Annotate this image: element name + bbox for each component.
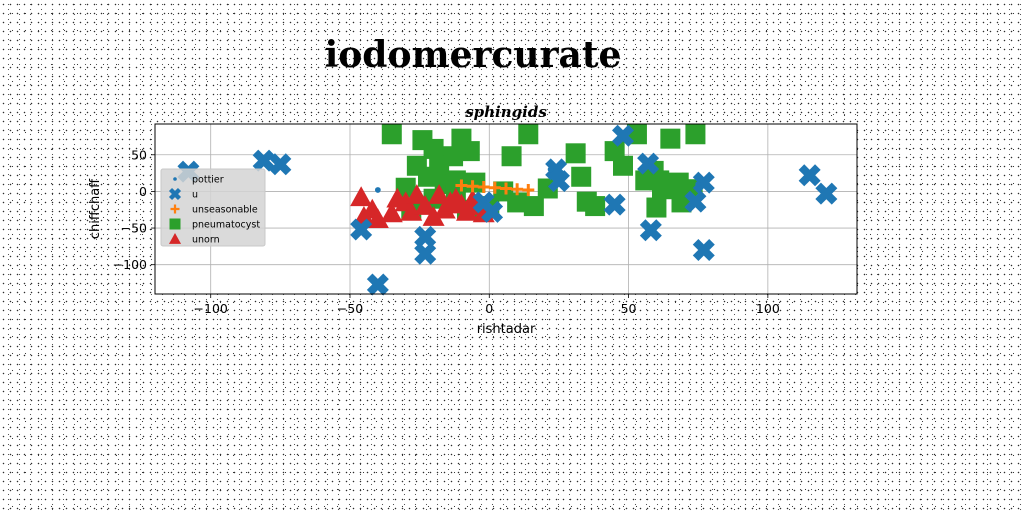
data-point — [798, 164, 821, 187]
x-tick-label: 0 — [485, 301, 493, 316]
series-u — [177, 124, 838, 296]
data-point — [456, 200, 478, 221]
legend-marker — [173, 177, 177, 181]
data-point — [692, 239, 715, 262]
data-point — [613, 155, 633, 176]
x-tick-label: −100 — [194, 301, 228, 316]
data-point — [815, 182, 838, 205]
data-point — [547, 170, 570, 193]
figure-title: iodomercurate — [325, 34, 622, 76]
data-point — [422, 206, 445, 226]
data-point — [488, 181, 501, 194]
data-point — [695, 181, 702, 187]
data-point — [374, 187, 381, 193]
data-point — [481, 200, 504, 223]
data-point — [414, 225, 437, 248]
data-point — [366, 208, 389, 229]
data-point — [685, 124, 706, 145]
data-point — [571, 166, 592, 187]
data-point — [269, 153, 292, 176]
legend-item: unseasonable — [170, 204, 258, 216]
legend-marker — [170, 204, 180, 214]
data-point — [617, 137, 624, 144]
data-point — [400, 200, 423, 221]
legend-item: pottier — [173, 175, 224, 186]
legend: pottier u unseasonable pneumatocyst unorn — [160, 168, 266, 247]
data-point — [418, 166, 438, 187]
y-axis-label: chiffchaff — [88, 178, 103, 239]
data-point — [646, 197, 667, 218]
data-point — [350, 186, 373, 207]
data-point — [466, 180, 479, 193]
data-point — [647, 159, 654, 165]
data-point — [523, 196, 544, 217]
series-unorn — [350, 184, 498, 229]
data-layer — [177, 124, 838, 296]
data-point — [366, 273, 389, 296]
data-point — [423, 138, 444, 159]
x-tick-label: 50 — [621, 301, 637, 316]
data-point — [565, 143, 586, 164]
data-point — [263, 159, 270, 165]
y-tick-label: 50 — [131, 147, 147, 162]
legend-item: u — [168, 187, 198, 201]
data-point — [637, 152, 660, 175]
data-point — [405, 184, 428, 204]
data-point — [252, 149, 275, 172]
data-point — [522, 183, 535, 196]
series-unseasonable — [455, 179, 535, 196]
legend-label: pottier — [192, 175, 224, 186]
legend-marker — [168, 187, 182, 201]
data-point — [518, 124, 539, 145]
data-point — [660, 128, 681, 149]
data-point — [603, 193, 626, 216]
x-tick-label: −50 — [337, 301, 363, 316]
data-point — [455, 179, 468, 192]
data-point — [692, 171, 715, 194]
data-point — [350, 218, 373, 241]
y-tick-label: 0 — [139, 184, 147, 199]
data-point — [585, 196, 606, 217]
axes-title: sphingids — [465, 103, 547, 121]
data-point — [684, 190, 707, 213]
data-point — [414, 195, 437, 215]
legend-marker — [169, 218, 181, 230]
data-point — [477, 181, 490, 194]
data-point — [652, 179, 672, 200]
legend-label: unseasonable — [192, 205, 258, 216]
legend-label: unorn — [192, 235, 220, 246]
legend-label: pneumatocyst — [192, 220, 260, 231]
data-point — [500, 182, 512, 195]
legend-item: pneumatocyst — [169, 218, 260, 231]
series-pneumatocyst — [381, 124, 706, 220]
data-point — [511, 183, 524, 196]
data-point — [547, 166, 554, 173]
data-point — [381, 124, 402, 145]
data-point — [612, 124, 634, 147]
data-point — [480, 197, 487, 204]
data-point — [395, 177, 416, 198]
x-axis-label: rishtadar — [477, 322, 536, 337]
axis-ticks: −100 −50 0 50 100 −100 −50 0 50 — [113, 147, 780, 316]
plot-frame — [154, 123, 858, 295]
legend-label: u — [192, 190, 198, 201]
data-point — [414, 242, 437, 265]
data-point — [459, 141, 480, 162]
y-tick-label: −50 — [121, 221, 147, 236]
y-tick-label: −100 — [113, 257, 147, 272]
legend-box — [160, 168, 266, 247]
data-point — [501, 146, 522, 167]
data-point — [380, 202, 403, 223]
data-point — [639, 219, 662, 242]
legend-marker — [168, 232, 182, 244]
data-point — [507, 192, 528, 213]
x-tick-label: 100 — [756, 301, 780, 316]
legend-item: unorn — [168, 232, 220, 246]
